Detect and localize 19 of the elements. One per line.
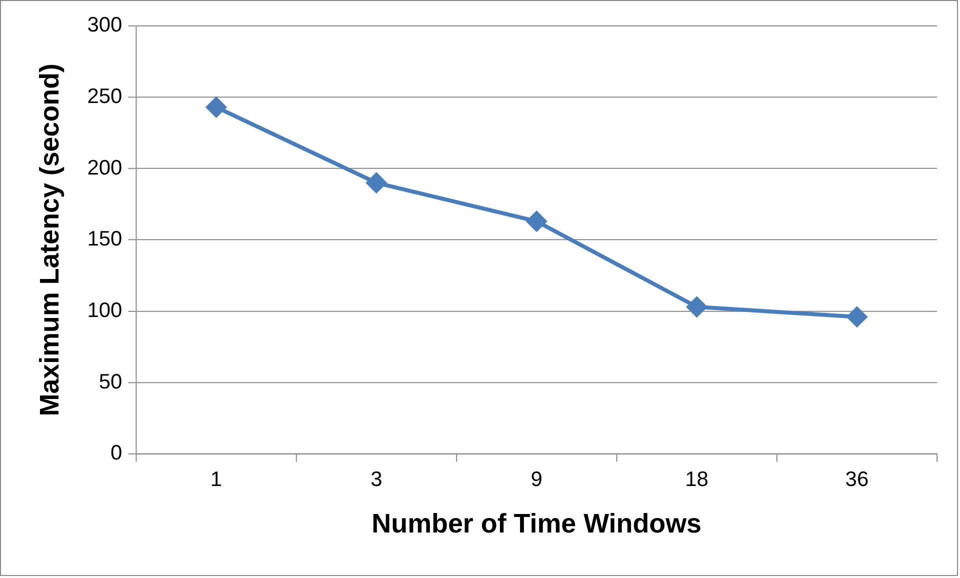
point — [526, 211, 547, 232]
y-tick-label: 0 — [110, 442, 122, 465]
y-tick-label: 300 — [87, 14, 122, 37]
y-tick-label: 250 — [87, 85, 122, 108]
y-tick-label: 150 — [87, 228, 122, 251]
y-tick-label: 50 — [98, 370, 122, 394]
y-axis-title: Maximum Latency (second) — [34, 64, 65, 416]
point — [366, 172, 386, 193]
point — [846, 306, 867, 327]
x-tick-label: 9 — [530, 468, 542, 492]
y-tick-label: 100 — [87, 298, 122, 322]
x-tick-label: 36 — [845, 468, 869, 492]
point — [686, 296, 707, 317]
x-axis-title: Number of Time Windows — [372, 508, 702, 538]
x-tick-label: 3 — [370, 468, 382, 492]
x-tick-label: 18 — [685, 468, 708, 492]
y-tick-label: 200 — [87, 156, 122, 180]
x-tick-label: 1 — [210, 468, 222, 492]
point — [206, 97, 226, 118]
